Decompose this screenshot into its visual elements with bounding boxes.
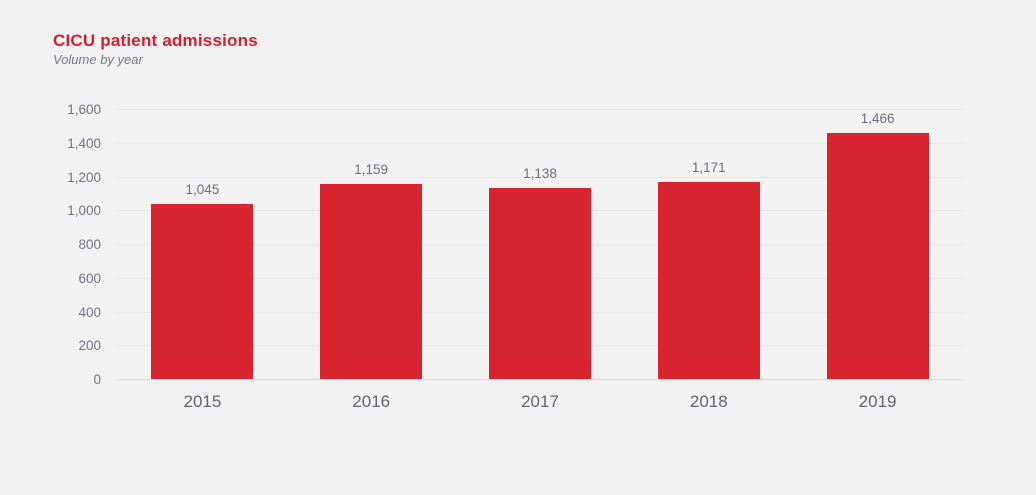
bar-2019 <box>826 132 929 380</box>
y-axis-tick-label: 0 <box>93 372 101 387</box>
y-axis-tick-label: 800 <box>78 237 101 252</box>
bar-value-label-2018: 1,171 <box>691 160 726 176</box>
x-axis-label-2019: 2019 <box>858 392 897 411</box>
y-axis-tick-label: 1,200 <box>67 169 101 185</box>
bar-value-label-2017: 1,138 <box>523 165 557 181</box>
y-gridline <box>118 142 962 144</box>
y-axis-tick-label: 1,400 <box>67 135 101 151</box>
x-axis-label-2015: 2015 <box>183 392 222 411</box>
bar-value-label-2019: 1,466 <box>860 110 895 126</box>
bar-2017 <box>489 187 591 380</box>
x-axis-label-2016: 2016 <box>352 392 391 411</box>
bar-value-label-2016: 1,159 <box>354 162 389 178</box>
y-axis-tick-label: 600 <box>78 270 101 286</box>
x-axis-label-2018: 2018 <box>689 392 728 411</box>
y-axis-tick-label: 200 <box>78 338 101 354</box>
plot-area: 1,045 2015 1,159 2016 1,138 2017 1,171 2018 1,46… <box>118 109 962 411</box>
y-gridline <box>118 176 962 178</box>
bar-2018 <box>657 182 760 380</box>
chart-title: CICU patient admissions <box>53 31 258 50</box>
y-axis-tick-label: 1,600 <box>67 102 101 117</box>
bar-value-label-2015: 1,045 <box>185 181 220 197</box>
x-axis-baseline <box>118 379 962 380</box>
chart-subtitle: Volume by year <box>53 52 143 67</box>
y-gridline <box>118 109 962 110</box>
x-axis-label-2017: 2017 <box>521 392 559 411</box>
y-axis-tick-label: 400 <box>78 304 101 320</box>
bar-2015 <box>151 203 254 380</box>
y-axis-tick-label: 1,000 <box>67 203 101 219</box>
bar-2016 <box>320 184 423 380</box>
